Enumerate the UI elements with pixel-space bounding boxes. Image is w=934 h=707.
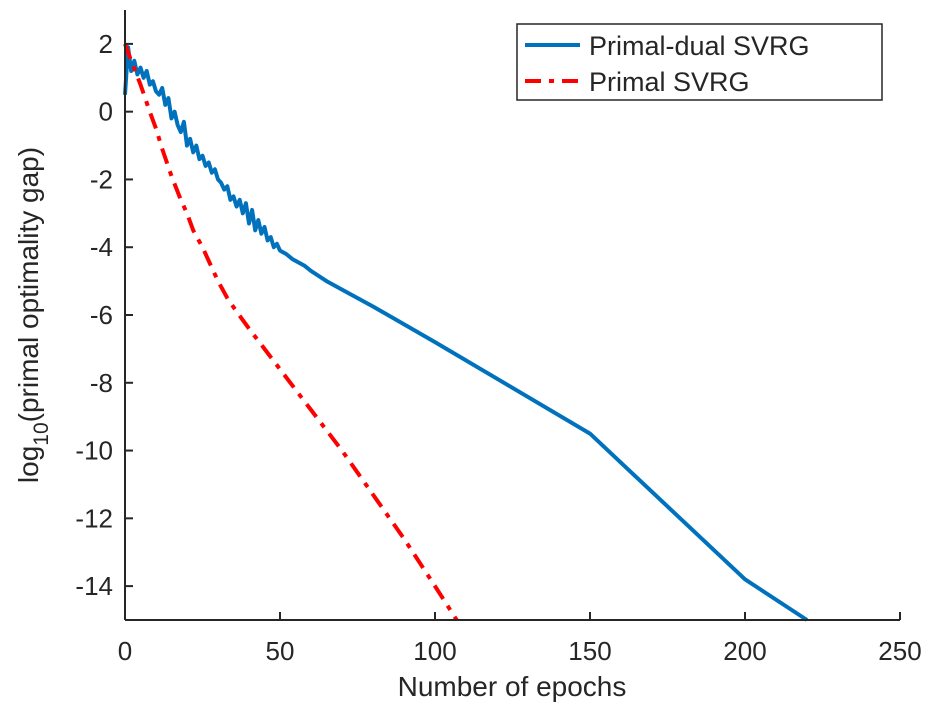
y-tick-label: -12 — [75, 503, 113, 533]
y-axis-label-prefix: log — [13, 446, 44, 483]
x-tick-label: 100 — [413, 636, 456, 666]
series-layer — [123, 43, 809, 622]
y-tick-label: -8 — [90, 368, 113, 398]
y-ticks: -14 -12 -10 -8 -6 -4 -2 0 2 — [75, 29, 133, 601]
legend: Primal-dual SVRG Primal SVRG — [516, 23, 883, 101]
x-tick-label: 0 — [118, 636, 132, 666]
y-axis-label-subscript: 10 — [30, 422, 53, 445]
y-tick-label: -4 — [90, 232, 113, 262]
x-tick-label: 250 — [878, 636, 921, 666]
legend-box — [516, 23, 883, 101]
legend-label-primal-svrg: Primal SVRG — [589, 67, 750, 97]
x-tick-label: 200 — [723, 636, 766, 666]
y-tick-label: -10 — [75, 436, 113, 466]
y-axis-label-suffix: (primal optimality gap) — [13, 147, 44, 422]
y-tick-label: -14 — [75, 571, 113, 601]
x-tick-label: 150 — [568, 636, 611, 666]
y-tick-label: 2 — [99, 29, 113, 59]
x-ticks: 0 50 100 150 200 250 — [118, 612, 922, 666]
y-tick-label: -6 — [90, 300, 113, 330]
y-tick-label: 0 — [99, 97, 113, 127]
x-tick-label: 50 — [266, 636, 295, 666]
y-axis-label: log10(primal optimality gap) — [13, 147, 53, 483]
legend-label-primal-dual-svrg: Primal-dual SVRG — [589, 31, 810, 61]
y-tick-label: -2 — [90, 164, 113, 194]
x-axis-label: Number of epochs — [398, 671, 627, 702]
series-line-primal-dual-svrg — [123, 45, 809, 622]
